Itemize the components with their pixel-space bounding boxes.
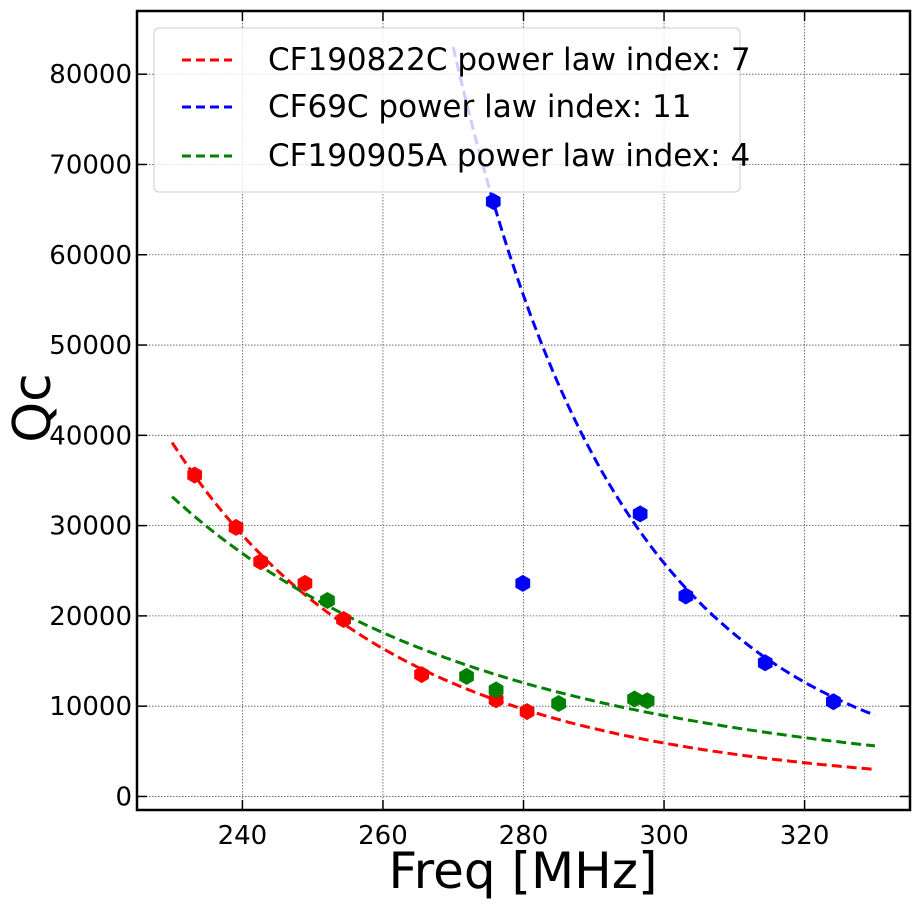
x-axis-label: Freq [MHz] (389, 842, 658, 900)
legend-entry: CF190905A power law index: 4 (182, 138, 750, 174)
data-point-series-2 (639, 692, 655, 710)
data-point-series-2 (320, 592, 335, 609)
data-point-series-1 (826, 693, 841, 711)
x-tick-label: 240 (218, 821, 268, 851)
data-point-series-1 (515, 574, 531, 592)
y-tick-label: 30000 (49, 512, 132, 542)
legend-box (153, 27, 741, 193)
y-tick-label: 70000 (49, 150, 132, 180)
legend-label: CF190822C power law index: 7 (268, 42, 751, 78)
data-point-series-1 (757, 654, 773, 672)
y-tick-label: 40000 (49, 421, 132, 451)
x-tick-label: 280 (499, 821, 549, 851)
x-tick-label: 260 (358, 821, 408, 851)
x-tick-label: 320 (780, 821, 830, 851)
data-point-series-2 (627, 690, 642, 708)
y-tick-label: 0 (115, 782, 132, 812)
y-tick-label: 80000 (49, 60, 132, 90)
data-point-series-2 (459, 667, 474, 685)
legend: CF190822C power law index: 7 CF69C power… (153, 27, 751, 193)
data-point-series-0 (414, 666, 429, 684)
y-tick-label: 50000 (49, 331, 132, 361)
data-points (187, 193, 841, 721)
data-point-series-0 (253, 553, 268, 571)
y-tick-label: 20000 (49, 602, 132, 632)
axis-ticks: 240 260 280 300 320 0 10000 20000 30000 40000 5000… (49, 11, 910, 851)
data-point-series-1 (485, 193, 501, 210)
data-point-series-0 (519, 703, 535, 721)
y-tick-label: 10000 (49, 692, 132, 722)
legend-label: CF69C power law index: 11 (268, 89, 691, 125)
data-point-series-1 (632, 505, 648, 523)
data-point-series-0 (187, 466, 202, 484)
legend-entry: CF69C power law index: 11 (182, 89, 691, 125)
data-point-series-0 (297, 574, 313, 592)
y-axis-label: Qc (3, 373, 63, 443)
data-point-series-1 (678, 587, 694, 605)
legend-label: CF190905A power law index: 4 (268, 138, 750, 174)
data-point-series-2 (488, 681, 504, 699)
fit-curve-1 (451, 46, 876, 717)
data-point-series-0 (228, 518, 244, 536)
data-point-series-0 (336, 611, 351, 628)
x-tick-label: 300 (639, 821, 689, 851)
data-point-series-2 (551, 695, 566, 712)
legend-entry: CF190822C power law index: 7 (182, 42, 751, 78)
y-tick-label: 60000 (49, 241, 132, 271)
